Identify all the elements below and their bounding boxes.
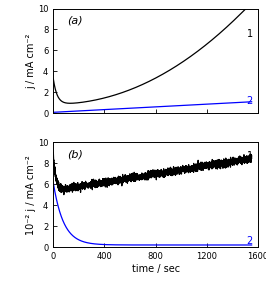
Text: 1: 1 [247, 151, 253, 161]
Y-axis label: 10⁻² j / mA cm⁻²: 10⁻² j / mA cm⁻² [26, 155, 36, 235]
Text: (a): (a) [68, 16, 83, 26]
Text: 2: 2 [247, 236, 253, 246]
Text: 1: 1 [247, 29, 253, 39]
X-axis label: time / sec: time / sec [132, 264, 180, 274]
Text: (b): (b) [68, 150, 84, 160]
Text: 2: 2 [247, 96, 253, 106]
Y-axis label: j / mA cm⁻²: j / mA cm⁻² [26, 33, 36, 89]
